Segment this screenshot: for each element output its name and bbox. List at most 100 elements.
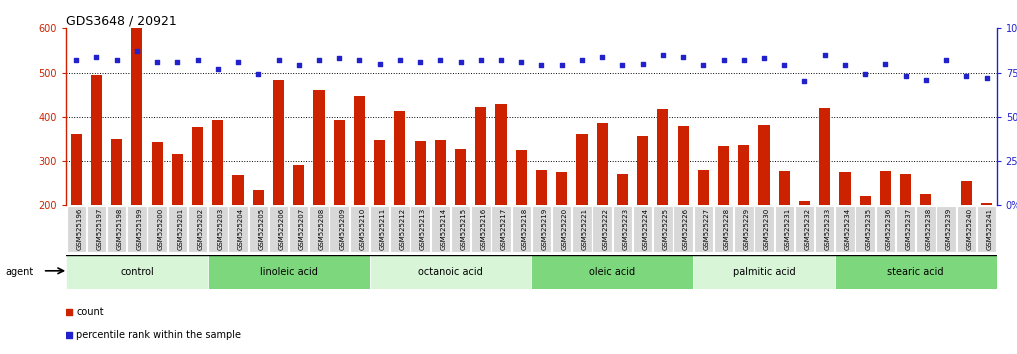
FancyBboxPatch shape (531, 255, 694, 289)
Point (696, 63, 712, 68)
FancyBboxPatch shape (815, 206, 834, 252)
Bar (718, 147, 729, 294)
Point (553, 63, 570, 68)
Text: GSM525240: GSM525240 (966, 208, 972, 250)
Text: octanoic acid: octanoic acid (418, 267, 483, 277)
FancyBboxPatch shape (330, 206, 349, 252)
Text: GSM525237: GSM525237 (905, 208, 911, 250)
Text: GSM525217: GSM525217 (501, 208, 507, 250)
Point (715, 57, 731, 63)
Point (574, 57, 590, 63)
Text: GSM525203: GSM525203 (218, 208, 224, 250)
Text: GSM525209: GSM525209 (340, 208, 345, 250)
FancyBboxPatch shape (694, 255, 835, 289)
Bar (839, 172, 850, 294)
Text: GSM525198: GSM525198 (117, 208, 123, 250)
Bar (111, 139, 122, 294)
Point (169, 59, 185, 65)
FancyBboxPatch shape (937, 206, 956, 252)
Point (614, 63, 631, 68)
FancyBboxPatch shape (229, 206, 248, 252)
Bar (435, 140, 445, 294)
FancyBboxPatch shape (107, 206, 126, 252)
Bar (354, 96, 365, 294)
Point (210, 66, 226, 72)
Point (432, 57, 448, 63)
FancyBboxPatch shape (207, 255, 369, 289)
FancyBboxPatch shape (552, 206, 572, 252)
Text: GSM525210: GSM525210 (359, 208, 365, 250)
FancyBboxPatch shape (451, 206, 470, 252)
Text: GSM525233: GSM525233 (825, 208, 831, 250)
Bar (941, 221, 952, 294)
Text: GSM525225: GSM525225 (663, 208, 669, 250)
FancyBboxPatch shape (896, 206, 915, 252)
Text: GDS3648 / 20921: GDS3648 / 20921 (66, 14, 177, 27)
Point (271, 57, 287, 63)
Point (878, 61, 894, 67)
Text: GSM525219: GSM525219 (541, 208, 547, 250)
Bar (657, 109, 668, 294)
Text: GSM525238: GSM525238 (925, 208, 932, 250)
Bar (819, 108, 830, 294)
FancyBboxPatch shape (714, 206, 733, 252)
Text: count: count (76, 307, 104, 318)
Text: GSM525226: GSM525226 (683, 208, 690, 250)
Point (533, 63, 549, 68)
Text: GSM525204: GSM525204 (238, 208, 244, 250)
Bar (859, 196, 871, 294)
Bar (759, 125, 770, 294)
FancyBboxPatch shape (350, 206, 369, 252)
Point (109, 57, 125, 63)
Point (735, 57, 752, 63)
FancyBboxPatch shape (653, 206, 672, 252)
Text: GSM525201: GSM525201 (177, 208, 183, 250)
Text: GSM525205: GSM525205 (258, 208, 264, 250)
Bar (415, 141, 426, 294)
FancyBboxPatch shape (957, 206, 976, 252)
Text: GSM525234: GSM525234 (845, 208, 851, 250)
Text: GSM525220: GSM525220 (561, 208, 567, 250)
FancyBboxPatch shape (855, 206, 875, 252)
Text: GSM525213: GSM525213 (420, 208, 426, 250)
Point (857, 72, 874, 77)
Point (250, 72, 266, 77)
FancyBboxPatch shape (471, 206, 490, 252)
Bar (374, 140, 385, 294)
Bar (91, 75, 102, 294)
Bar (455, 149, 466, 294)
FancyBboxPatch shape (794, 206, 815, 252)
Point (837, 63, 853, 68)
Bar (495, 104, 506, 294)
Text: GSM525197: GSM525197 (97, 208, 103, 250)
Text: GSM525212: GSM525212 (400, 208, 406, 250)
FancyBboxPatch shape (188, 206, 207, 252)
Text: GSM525241: GSM525241 (986, 208, 993, 250)
Text: GSM525200: GSM525200 (158, 208, 163, 250)
Bar (900, 175, 911, 294)
Text: GSM525223: GSM525223 (622, 208, 629, 250)
Point (453, 59, 469, 65)
Point (958, 73, 974, 79)
FancyBboxPatch shape (309, 206, 328, 252)
FancyBboxPatch shape (248, 206, 268, 252)
Point (796, 79, 813, 84)
Text: linoleic acid: linoleic acid (259, 267, 317, 277)
Text: GSM525230: GSM525230 (764, 208, 770, 250)
FancyBboxPatch shape (916, 206, 936, 252)
FancyBboxPatch shape (369, 255, 531, 289)
Bar (961, 181, 972, 294)
Bar (252, 190, 263, 294)
Bar (698, 170, 709, 294)
Point (336, 217, 352, 222)
FancyBboxPatch shape (835, 255, 997, 289)
Text: GSM525202: GSM525202 (197, 208, 203, 250)
Text: GSM525218: GSM525218 (522, 208, 527, 250)
Bar (920, 194, 932, 294)
Text: GSM525227: GSM525227 (704, 208, 709, 250)
FancyBboxPatch shape (66, 206, 85, 252)
Bar (516, 150, 527, 294)
FancyBboxPatch shape (573, 206, 592, 252)
Text: GSM525216: GSM525216 (481, 208, 487, 250)
Bar (577, 133, 588, 294)
